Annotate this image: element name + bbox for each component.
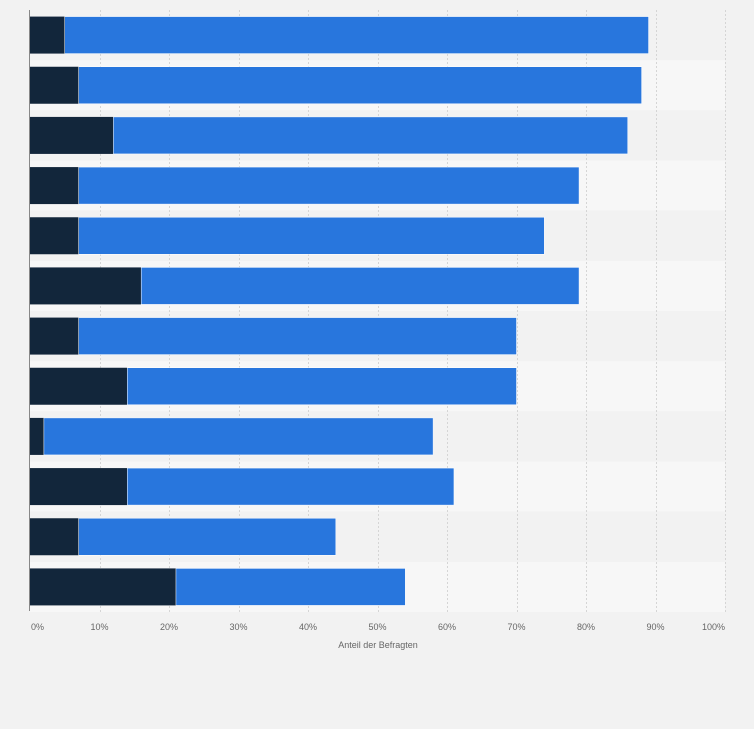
bar-segment-series-2 (78, 66, 642, 104)
bar-segment-series-2 (64, 16, 649, 54)
x-axis-title: Anteil der Befragten (338, 640, 418, 650)
bar-segment-series-1 (30, 417, 44, 455)
bar-segment-series-1 (30, 367, 128, 405)
bar-segment-series-1 (30, 267, 142, 305)
bar-segment-series-2 (43, 417, 434, 456)
bar-segment-series-1 (30, 167, 79, 205)
bar-segment-series-2 (127, 367, 517, 405)
bar-segment-series-1 (30, 116, 114, 154)
bar-segment-series-1 (30, 568, 176, 606)
bar-segment-series-2 (78, 166, 580, 205)
x-tick-label: 100% (702, 622, 725, 632)
bar-segment-series-2 (78, 518, 337, 556)
bar-segment-series-1 (30, 217, 79, 255)
x-tick-label: 20% (160, 622, 178, 632)
bar-segment-series-1 (30, 66, 79, 104)
bar-segment-series-2 (127, 467, 455, 506)
x-tick-label: 30% (229, 622, 247, 632)
x-tick-label: 90% (646, 622, 664, 632)
bar-segment-series-2 (175, 568, 406, 606)
bars (30, 16, 649, 606)
bar-segment-series-2 (113, 116, 628, 155)
bar-segment-series-2 (78, 317, 517, 355)
x-tick-label: 10% (90, 622, 108, 632)
bar-segment-series-1 (30, 317, 79, 355)
x-tick-label: 60% (438, 622, 456, 632)
bar-segment-series-2 (78, 217, 545, 255)
bar-segment-series-2 (140, 267, 580, 305)
grid-lines (100, 10, 726, 612)
bar-segment-series-1 (30, 468, 128, 506)
x-tick-label: 0% (31, 622, 44, 632)
x-tick-label: 80% (577, 622, 595, 632)
x-tick-label: 40% (299, 622, 317, 632)
x-tick-label: 50% (368, 622, 386, 632)
x-tick-label: 70% (507, 622, 525, 632)
x-axis-ticks: 0% 10% 20% 30% 40% 50% 60% 70% 80% 90% 100% (31, 622, 725, 632)
bar-segment-series-1 (30, 518, 79, 556)
bar-segment-series-1 (30, 16, 65, 54)
